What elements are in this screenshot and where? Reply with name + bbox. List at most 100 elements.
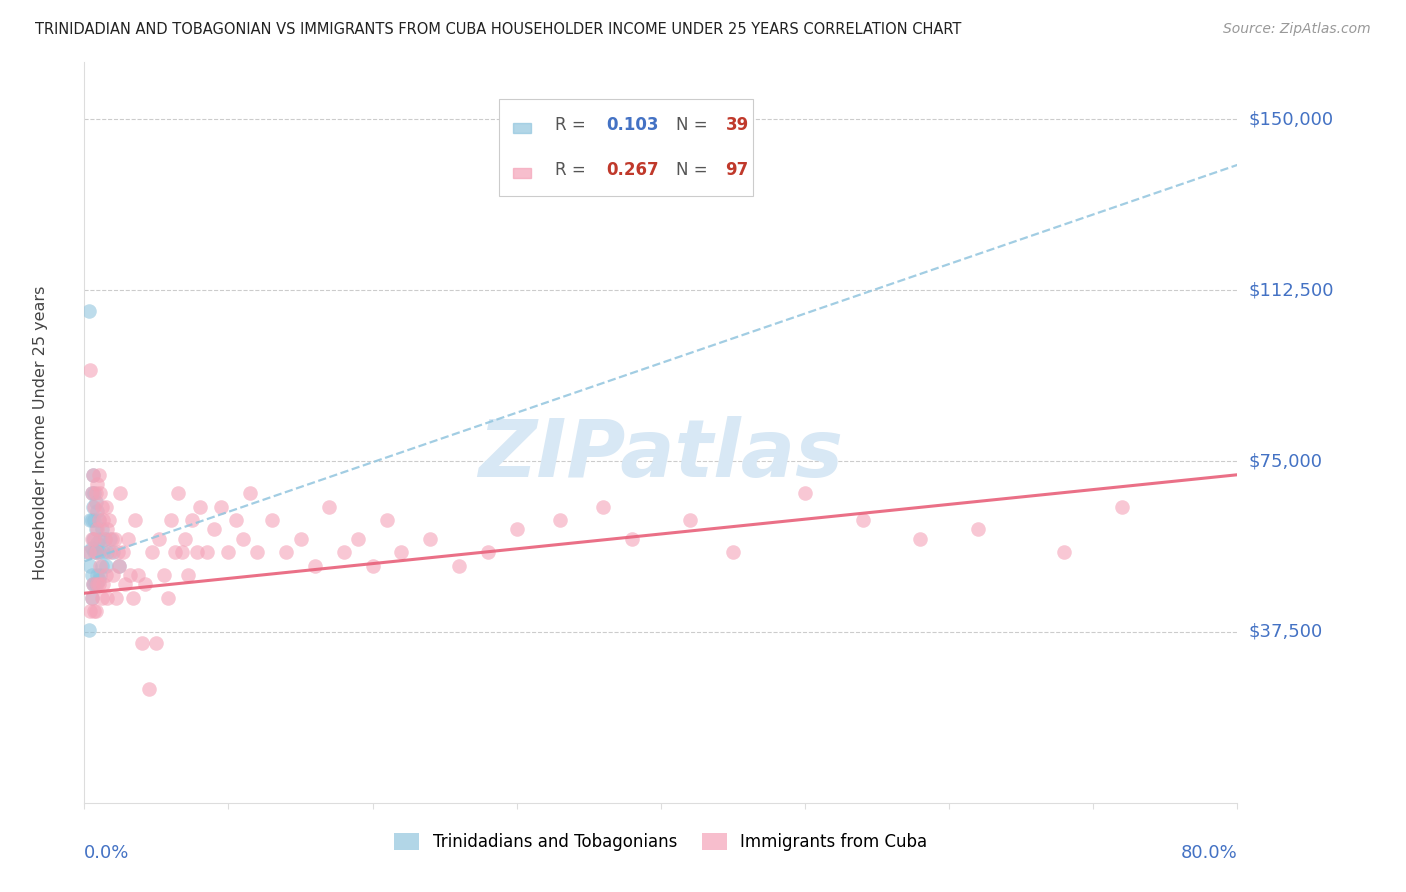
- Point: [148, 532, 170, 546]
- Point: [91, 545, 114, 559]
- Point: [87, 467, 110, 482]
- Point: [134, 577, 156, 591]
- Legend: Trinidadians and Tobagonians, Immigrants from Cuba: Trinidadians and Tobagonians, Immigrants…: [388, 826, 934, 857]
- Text: N =: N =: [676, 161, 713, 178]
- Text: R =: R =: [555, 161, 591, 178]
- Point: [80, 568, 103, 582]
- Point: [177, 568, 200, 582]
- Text: 80.0%: 80.0%: [1181, 844, 1237, 862]
- Point: [90, 523, 112, 537]
- Point: [82, 467, 104, 482]
- FancyBboxPatch shape: [499, 99, 754, 195]
- Point: [347, 532, 370, 546]
- FancyBboxPatch shape: [513, 123, 530, 133]
- Point: [86, 536, 108, 550]
- Point: [77, 303, 100, 318]
- Point: [232, 532, 254, 546]
- Point: [82, 467, 104, 482]
- Point: [276, 545, 298, 559]
- Text: 0.0%: 0.0%: [84, 844, 129, 862]
- Point: [96, 523, 118, 537]
- Point: [124, 513, 146, 527]
- Point: [94, 500, 117, 514]
- Point: [152, 568, 174, 582]
- Point: [167, 486, 190, 500]
- Point: [93, 532, 115, 546]
- Point: [82, 577, 104, 591]
- Point: [86, 504, 108, 518]
- Point: [318, 500, 340, 514]
- Point: [79, 513, 101, 527]
- Point: [84, 495, 107, 509]
- Point: [138, 681, 160, 696]
- Point: [419, 532, 441, 546]
- Point: [721, 545, 744, 559]
- Point: [592, 500, 614, 514]
- Point: [96, 545, 118, 559]
- Point: [83, 513, 105, 527]
- Point: [391, 545, 413, 559]
- Point: [83, 604, 105, 618]
- Point: [80, 532, 103, 546]
- Point: [1053, 545, 1076, 559]
- Point: [967, 523, 990, 537]
- Point: [90, 500, 112, 514]
- Point: [83, 545, 105, 559]
- Point: [127, 568, 149, 582]
- Point: [93, 532, 115, 546]
- Point: [80, 513, 103, 527]
- Text: ZIPatlas: ZIPatlas: [478, 416, 844, 494]
- Text: 97: 97: [725, 161, 748, 178]
- Point: [100, 532, 122, 546]
- Point: [83, 486, 105, 500]
- Point: [84, 545, 107, 559]
- Point: [108, 558, 131, 573]
- Point: [209, 500, 232, 514]
- Point: [87, 513, 110, 527]
- Point: [290, 532, 312, 546]
- Point: [141, 545, 163, 559]
- Point: [172, 545, 194, 559]
- Point: [89, 568, 111, 582]
- Point: [107, 545, 129, 559]
- Point: [174, 532, 197, 546]
- Point: [94, 558, 117, 573]
- Point: [246, 545, 269, 559]
- Point: [79, 558, 101, 573]
- Point: [260, 513, 283, 527]
- Point: [91, 513, 114, 527]
- Text: $150,000: $150,000: [1249, 111, 1333, 128]
- Point: [195, 545, 218, 559]
- Point: [82, 500, 104, 514]
- Point: [145, 636, 167, 650]
- Point: [87, 545, 110, 559]
- Point: [84, 577, 107, 591]
- Text: $112,500: $112,500: [1249, 281, 1334, 299]
- Point: [89, 532, 111, 546]
- Point: [98, 545, 121, 559]
- Point: [80, 591, 103, 605]
- FancyBboxPatch shape: [513, 169, 530, 178]
- Point: [90, 558, 112, 573]
- Point: [97, 513, 120, 527]
- Point: [114, 577, 136, 591]
- Point: [86, 568, 108, 582]
- Point: [76, 545, 98, 559]
- Point: [84, 545, 107, 559]
- Point: [83, 577, 105, 591]
- Point: [86, 523, 108, 537]
- Point: [77, 623, 100, 637]
- Point: [188, 500, 211, 514]
- Point: [86, 476, 108, 491]
- Point: [156, 591, 179, 605]
- Point: [477, 545, 499, 559]
- Point: [86, 577, 108, 591]
- Point: [165, 545, 187, 559]
- Point: [83, 500, 105, 514]
- Point: [84, 486, 107, 500]
- Point: [87, 577, 110, 591]
- Point: [218, 545, 240, 559]
- Point: [122, 591, 145, 605]
- Point: [96, 591, 118, 605]
- Text: 39: 39: [725, 117, 748, 135]
